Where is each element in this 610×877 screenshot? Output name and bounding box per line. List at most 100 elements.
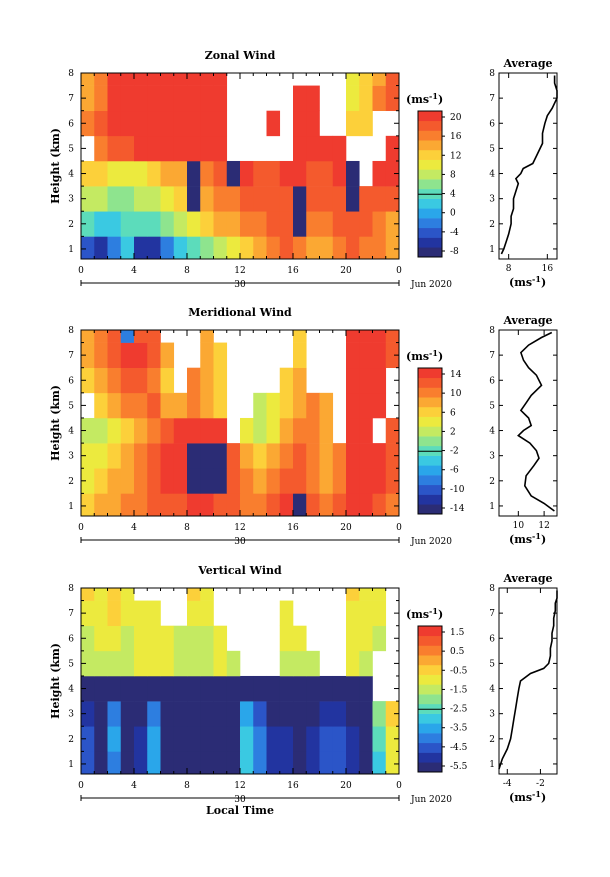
heatmap-cell [253,443,267,469]
y-tick-label: 8 [68,584,74,594]
heatmap-cell [107,73,122,86]
heatmap-cell [332,675,347,702]
heatmap-cell [385,330,400,343]
heatmap-cell [200,236,214,260]
heatmap-cell [372,211,387,237]
heatmap-cell [134,330,148,343]
average-profile-line [500,75,558,255]
heatmap-cell [385,160,400,187]
heatmap-cell [107,751,122,775]
heatmap-cell [187,726,201,752]
heatmap-cell [240,186,254,212]
y-tick-label: 8 [68,326,74,336]
heatmap-cell [385,701,400,727]
heatmap-cell [359,625,373,652]
y-tick-label: 3 [68,195,74,205]
average-y-tick-label: 5 [489,401,495,411]
average-y-tick-label: 3 [489,195,495,205]
colorbar-segment [418,247,442,258]
heatmap-cell [240,417,254,444]
colorbar-tick-label: 8 [450,170,456,180]
heatmap-cell [200,135,214,162]
heatmap-cell [372,160,387,187]
heatmap-cell [107,330,122,343]
heatmap-cell [187,493,201,517]
heatmap-cell [160,110,175,137]
heatmap-cell [213,650,228,677]
heatmap-cell [120,701,135,727]
panel-title: Meridional Wind [188,306,292,319]
heatmap-cell [213,726,228,752]
heatmap-cell [120,600,135,627]
heatmap-cell [94,186,108,212]
colorbar-segment [418,377,442,388]
heatmap-cell [306,186,320,212]
heatmap-cell [346,236,360,260]
heatmap-cell [293,110,307,137]
heatmap-cell [94,342,108,369]
heatmap-cell [293,392,307,419]
heatmap-cell [94,675,108,702]
heatmap-cell [279,726,294,752]
colorbar-segment [418,406,442,417]
x-tick-label: 20 [340,781,352,791]
heatmap-cell [213,73,228,86]
average-x-tick-label: 10 [513,521,525,531]
date-label: Jun 2020 [410,280,452,290]
colorbar-tick-label: 12 [450,151,461,161]
heatmap-cell [134,367,148,394]
heatmap-cell [134,493,148,517]
y-tick-label: 3 [68,710,74,720]
heatmap-cell [293,211,307,237]
heatmap-cell [107,493,122,517]
heatmap-cell [332,751,347,775]
colorbar-tick-label: 2 [450,427,456,437]
colorbar-segment [418,140,442,151]
heatmap-cell [107,443,122,469]
colorbar-segment [418,733,442,744]
heatmap-cell [147,417,161,444]
heatmap-cell [147,600,161,627]
colorbar-tick-label: 0.5 [450,647,465,657]
heatmap-cell [346,342,360,369]
heatmap-cell [359,367,373,394]
average-y-tick-label: 5 [489,144,495,154]
heatmap-cell [279,625,294,652]
heatmap-cell [346,600,360,627]
colorbar-segment [418,742,442,753]
heatmap-cell [200,625,214,652]
y-tick-label: 5 [68,401,74,411]
colorbar-tick-label: -2 [450,447,459,457]
heatmap-cell [81,342,95,369]
colorbar-tick-label: -8 [450,247,459,257]
colorbar-unit-base: (ms [406,350,429,363]
y-tick-label: 3 [68,452,74,462]
colorbar-segment [418,179,442,190]
heatmap-cell [213,160,228,187]
heatmap-cell [266,110,281,137]
heatmap-cell [253,493,267,517]
heatmap-cell [346,650,360,677]
heatmap-cell [147,650,161,677]
colorbar-unit-exponent: -1 [429,91,438,101]
y-tick-label: 6 [68,119,74,129]
heatmap-cell [213,342,228,369]
heatmap-cell [81,85,95,112]
heatmap-cell [81,367,95,394]
heatmap-cell [359,85,373,112]
heatmap-cell [147,493,161,517]
heatmap-cell [346,367,360,394]
x-tick-label: 12 [234,266,245,276]
heatmap-cell [134,600,148,627]
x-tick-label: 4 [131,266,137,276]
heatmap-cell [81,726,95,752]
heatmap-cell [293,160,307,187]
heatmap-cell [293,85,307,112]
heatmap-cell [200,186,214,212]
colorbar-segment [418,762,442,773]
heatmap-cell [253,236,267,260]
heatmap-cell [160,417,175,444]
heatmap-cell [319,417,334,444]
heatmap-cells [81,330,400,517]
heatmap-cell [200,73,214,86]
